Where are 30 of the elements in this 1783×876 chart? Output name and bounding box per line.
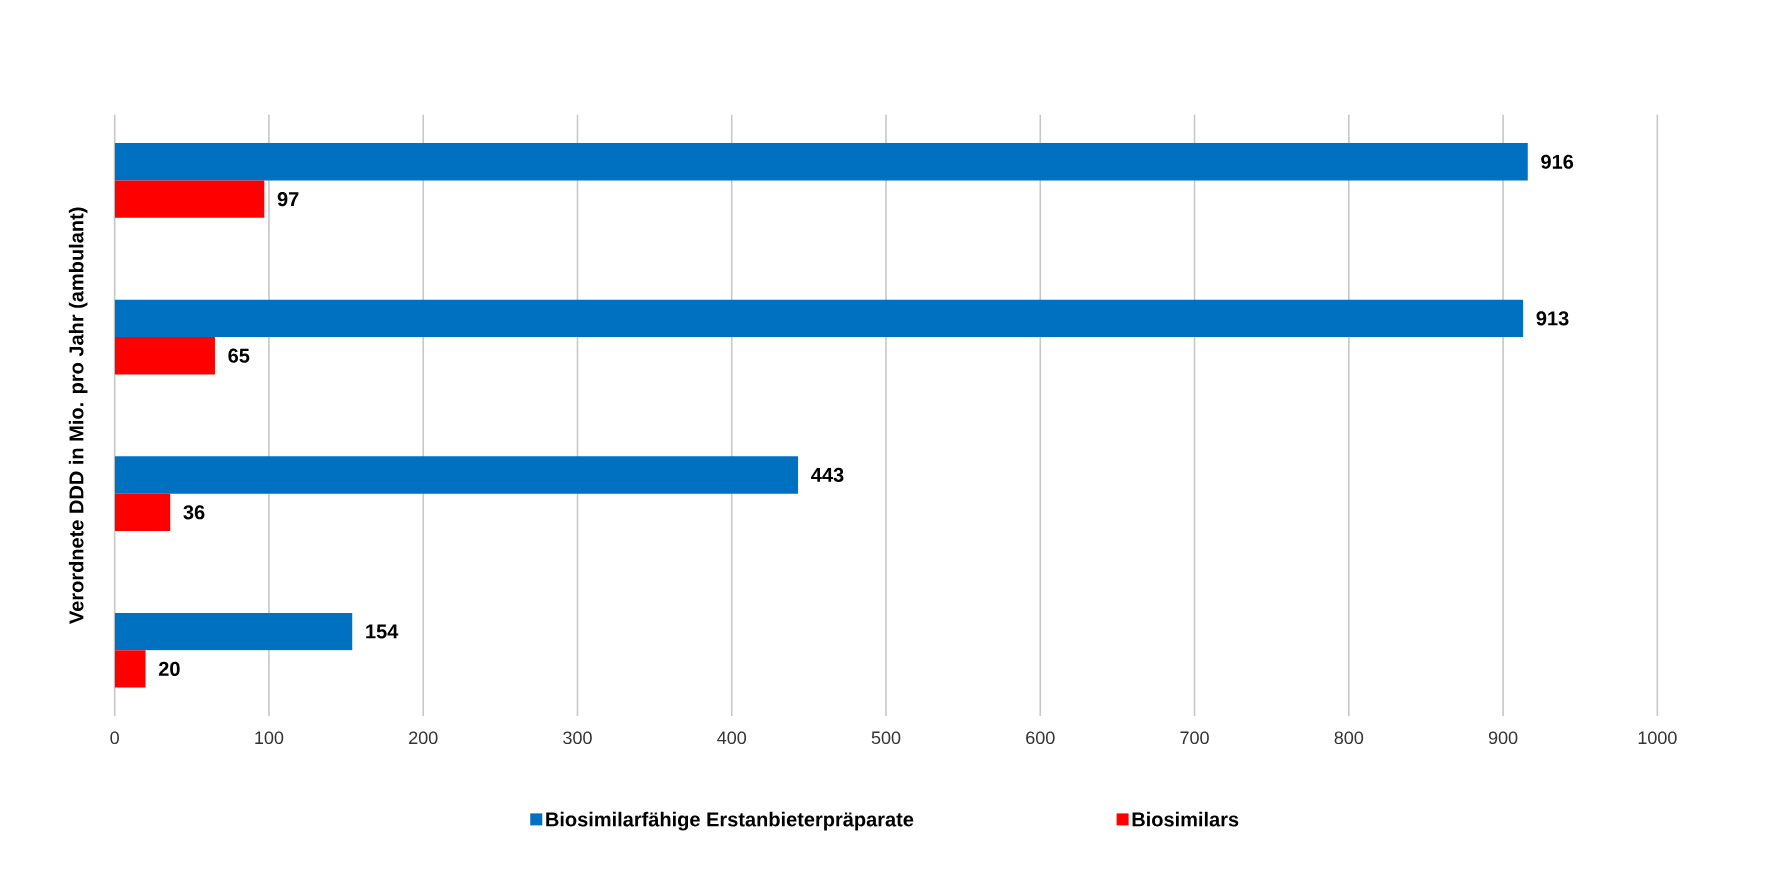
bar bbox=[114, 493, 171, 531]
data-label: 20 bbox=[158, 661, 180, 676]
x-tick-label: 400 bbox=[717, 731, 747, 745]
data-label: 154 bbox=[366, 624, 399, 639]
x-tick-label: 100 bbox=[255, 731, 284, 745]
bar bbox=[114, 456, 799, 494]
data-label: 65 bbox=[228, 348, 250, 363]
x-tick-label: 800 bbox=[1334, 731, 1364, 745]
data-label: 36 bbox=[183, 505, 205, 520]
x-tick-label: 700 bbox=[1180, 731, 1209, 745]
bar bbox=[114, 650, 146, 688]
y-axis-title: Verordnete DDD in Mio. pro Jahr (ambulant) bbox=[68, 207, 88, 624]
bar bbox=[114, 180, 265, 218]
data-label: 443 bbox=[811, 467, 844, 483]
x-tick-label: 200 bbox=[409, 731, 438, 745]
bar bbox=[114, 337, 215, 375]
x-tick-label: 500 bbox=[871, 731, 901, 745]
legend-label: Biosimilarfähige Erstanbieterpräparate bbox=[546, 811, 914, 831]
x-tick-label: 1000 bbox=[1638, 731, 1677, 745]
x-tick-label: 600 bbox=[1026, 731, 1055, 745]
x-tick-label: 900 bbox=[1488, 731, 1518, 745]
bar bbox=[114, 299, 1524, 338]
data-label: 916 bbox=[1541, 154, 1574, 169]
x-tick-label: 300 bbox=[563, 731, 592, 745]
legend-label: Biosimilars bbox=[1132, 811, 1239, 827]
bar bbox=[114, 143, 1528, 181]
x-tick-label: 0 bbox=[110, 731, 119, 745]
data-label: 97 bbox=[277, 192, 299, 207]
bar bbox=[114, 612, 353, 651]
data-label: 913 bbox=[1536, 311, 1569, 326]
